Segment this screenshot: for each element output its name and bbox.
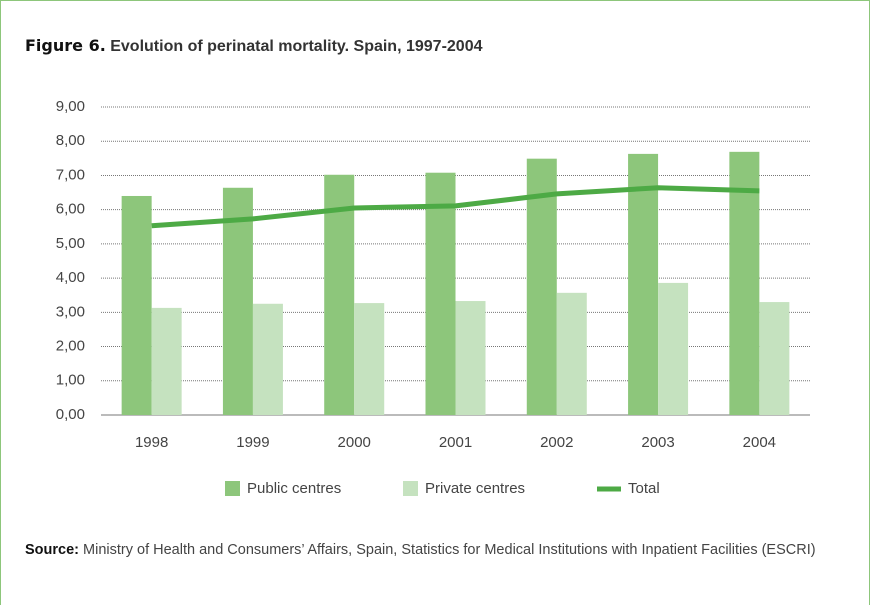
- source: Source: Ministry of Health and Consumers…: [25, 538, 845, 562]
- legend-swatch: [225, 481, 240, 496]
- y-tick-label: 5,00: [56, 235, 85, 252]
- heading: Figure 6. Evolution of perinatal mortali…: [25, 36, 482, 56]
- bar: [556, 292, 587, 415]
- y-tick-label: 0,00: [56, 406, 85, 423]
- x-tick-label: 1999: [236, 434, 269, 451]
- source-label: Source:: [25, 542, 79, 558]
- y-tick-label: 7,00: [56, 166, 85, 183]
- y-tick-label: 3,00: [56, 303, 85, 320]
- x-tick-label: 1998: [135, 434, 168, 451]
- y-tick-label: 8,00: [56, 132, 85, 149]
- chart: 0,00 1,00 2,00 3,00 4,00 5,00 6,00 7,00 8,00 9,00…: [56, 98, 810, 497]
- bar: [455, 301, 486, 415]
- bar: [658, 282, 689, 415]
- legend-label: Public centres: [247, 480, 341, 497]
- legend-label: Total: [628, 480, 660, 497]
- bar: [121, 195, 152, 415]
- legend-label: Private centres: [425, 480, 525, 497]
- x-tick-label: 2003: [641, 434, 674, 451]
- source-text: Ministry of Health and Consumers’ Affair…: [83, 542, 816, 558]
- x-tick-label: 2004: [743, 434, 776, 451]
- y-tick-label: 6,00: [56, 201, 85, 218]
- y-tick-label: 4,00: [56, 269, 85, 286]
- bar: [354, 303, 385, 415]
- bar: [324, 174, 355, 415]
- y-tick-label: 2,00: [56, 338, 85, 355]
- chart-title: Evolution of perinatal mortality. Spain,…: [110, 38, 483, 55]
- legend-swatch: [403, 481, 418, 496]
- bar: [425, 172, 456, 415]
- bar: [526, 158, 557, 416]
- y-tick-label: 1,00: [56, 372, 85, 389]
- bar: [151, 307, 182, 415]
- bar: [252, 303, 283, 415]
- x-tick-label: 2000: [338, 434, 371, 451]
- x-tick-label: 2001: [439, 434, 472, 451]
- bar: [729, 151, 760, 415]
- bar: [759, 302, 790, 415]
- y-tick-label: 9,00: [56, 98, 85, 115]
- line: [151, 185, 760, 229]
- bar: [222, 187, 253, 415]
- bar: [628, 153, 659, 415]
- x-tick-label: 2002: [540, 434, 573, 451]
- figure-label: Figure 6.: [25, 36, 106, 55]
